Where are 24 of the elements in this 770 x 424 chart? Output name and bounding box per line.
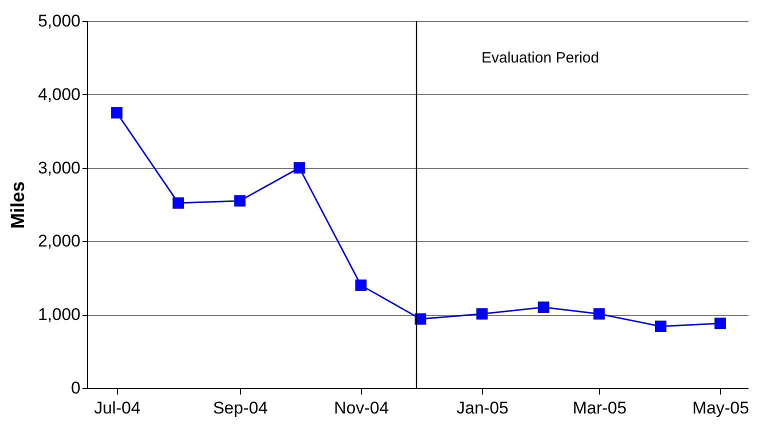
y-tick-label: 1,000 [38, 305, 80, 324]
x-tick-label: Mar-05 [572, 398, 627, 418]
x-tick-label: May-05 [692, 398, 750, 418]
point [234, 195, 246, 207]
y-axis-title: Miles [8, 181, 29, 229]
point [294, 162, 306, 174]
y-tick-label: 3,000 [38, 158, 80, 178]
point [654, 320, 666, 332]
point [355, 280, 367, 291]
y-tick-label: 2,000 [38, 232, 80, 251]
point [593, 308, 605, 320]
x-tick-label: Jul-04 [94, 398, 140, 418]
point [476, 308, 488, 320]
y-tick-label: 5,000 [38, 12, 80, 30]
y-tick-label: 0 [71, 378, 80, 398]
y-tick-label: 4,000 [38, 84, 80, 104]
point [172, 197, 184, 209]
point [714, 318, 726, 330]
ref-line-label: Evaluation Period [482, 50, 600, 67]
x-tick-label: Sep-04 [212, 398, 268, 418]
point [111, 107, 122, 118]
x-tick-label: Nov-04 [334, 398, 389, 418]
point [538, 302, 550, 313]
x-tick-label: Jan-05 [456, 398, 509, 418]
